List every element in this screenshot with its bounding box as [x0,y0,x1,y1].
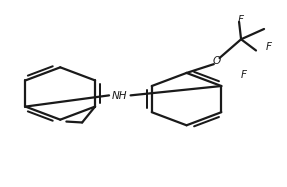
Text: F: F [265,42,271,52]
Text: O: O [213,56,221,66]
Text: F: F [241,70,247,80]
Text: F: F [238,15,244,25]
Text: NH: NH [111,91,127,101]
